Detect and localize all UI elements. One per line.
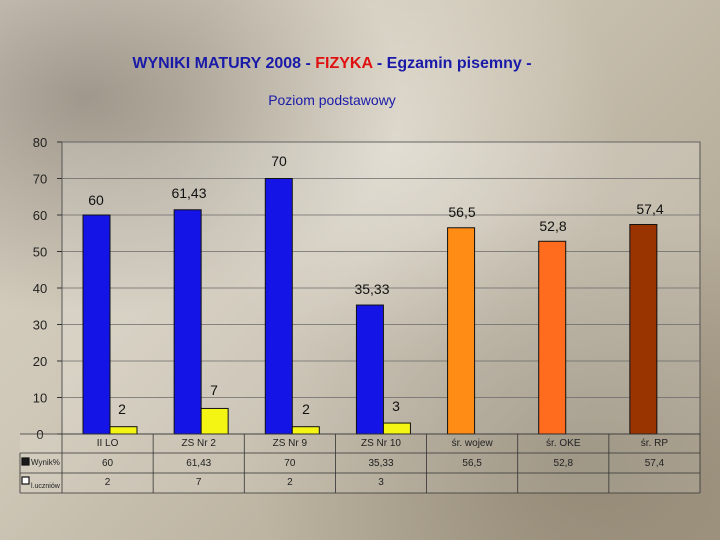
y-tick-label: 40	[33, 281, 47, 296]
category-label: ZS Nr 2	[181, 438, 216, 449]
bar-4-students	[382, 422, 411, 435]
y-tick-label: 80	[33, 135, 47, 150]
bar-6-result	[538, 240, 567, 435]
table-cell: 3	[378, 477, 384, 488]
table-cell: 2	[105, 477, 111, 488]
table-cell: 35,33	[368, 458, 393, 469]
y-tick-label: 70	[33, 172, 47, 187]
category-label: śr. wojew	[452, 438, 494, 449]
bar-3-students	[291, 426, 320, 435]
bar-5-result	[447, 227, 476, 435]
data-label-result: 60	[88, 192, 104, 208]
table-cell: 57,4	[645, 458, 665, 469]
data-label-result: 52,8	[539, 218, 566, 234]
category-label: ZS Nr 9	[273, 438, 308, 449]
bar-2-result	[173, 209, 202, 435]
category-label: śr. OKE	[546, 438, 581, 449]
bar-4-result	[355, 304, 384, 435]
title-highlight: FIZYKA	[315, 55, 373, 72]
y-tick-label: 50	[33, 245, 47, 260]
legend-swatch	[21, 476, 30, 485]
table-cell: 52,8	[554, 458, 574, 469]
y-tick-label: 10	[33, 391, 47, 406]
title-part-1: WYNIKI MATURY 2008 -	[132, 55, 316, 72]
slide-title: WYNIKI MATURY 2008 - FIZYKA - Egzamin pi…	[0, 55, 664, 73]
bar-1-result	[82, 214, 111, 435]
bar-7-result	[629, 223, 658, 435]
legend-label: l.uczniów	[31, 483, 61, 490]
table-cell: 2	[287, 477, 293, 488]
data-label-students: 7	[210, 382, 218, 398]
table-cell: 61,43	[186, 458, 211, 469]
table-cell: 56,5	[462, 458, 482, 469]
data-label-result: 70	[271, 153, 287, 169]
y-tick-label: 60	[33, 208, 47, 223]
data-label-students: 2	[302, 401, 310, 417]
table-cell: 70	[284, 458, 296, 469]
legend-swatch	[21, 457, 30, 466]
bar-3-result	[264, 178, 293, 435]
table-cell: 60	[102, 458, 114, 469]
bar-2-students	[200, 407, 229, 435]
title-part-2: - Egzamin pisemny -	[372, 55, 532, 72]
data-label-students: 2	[118, 401, 126, 417]
legend-label: Wynik%	[31, 458, 60, 467]
slide-subtitle: Poziom podstawowy	[268, 92, 396, 108]
bar-1-students	[109, 426, 138, 435]
category-label: II LO	[97, 438, 119, 449]
y-tick-label: 0	[36, 427, 43, 442]
category-label: ZS Nr 10	[361, 438, 401, 449]
y-tick-label: 30	[33, 318, 47, 333]
table-cell: 7	[196, 477, 202, 488]
data-label-result: 56,5	[448, 204, 475, 220]
category-label: śr. RP	[641, 438, 669, 449]
data-label-students: 3	[392, 398, 400, 414]
data-table	[20, 434, 700, 493]
data-label-result: 61,43	[171, 185, 206, 201]
data-label-result: 35,33	[354, 281, 389, 297]
y-tick-label: 20	[33, 354, 47, 369]
data-label-result: 57,4	[636, 201, 663, 217]
